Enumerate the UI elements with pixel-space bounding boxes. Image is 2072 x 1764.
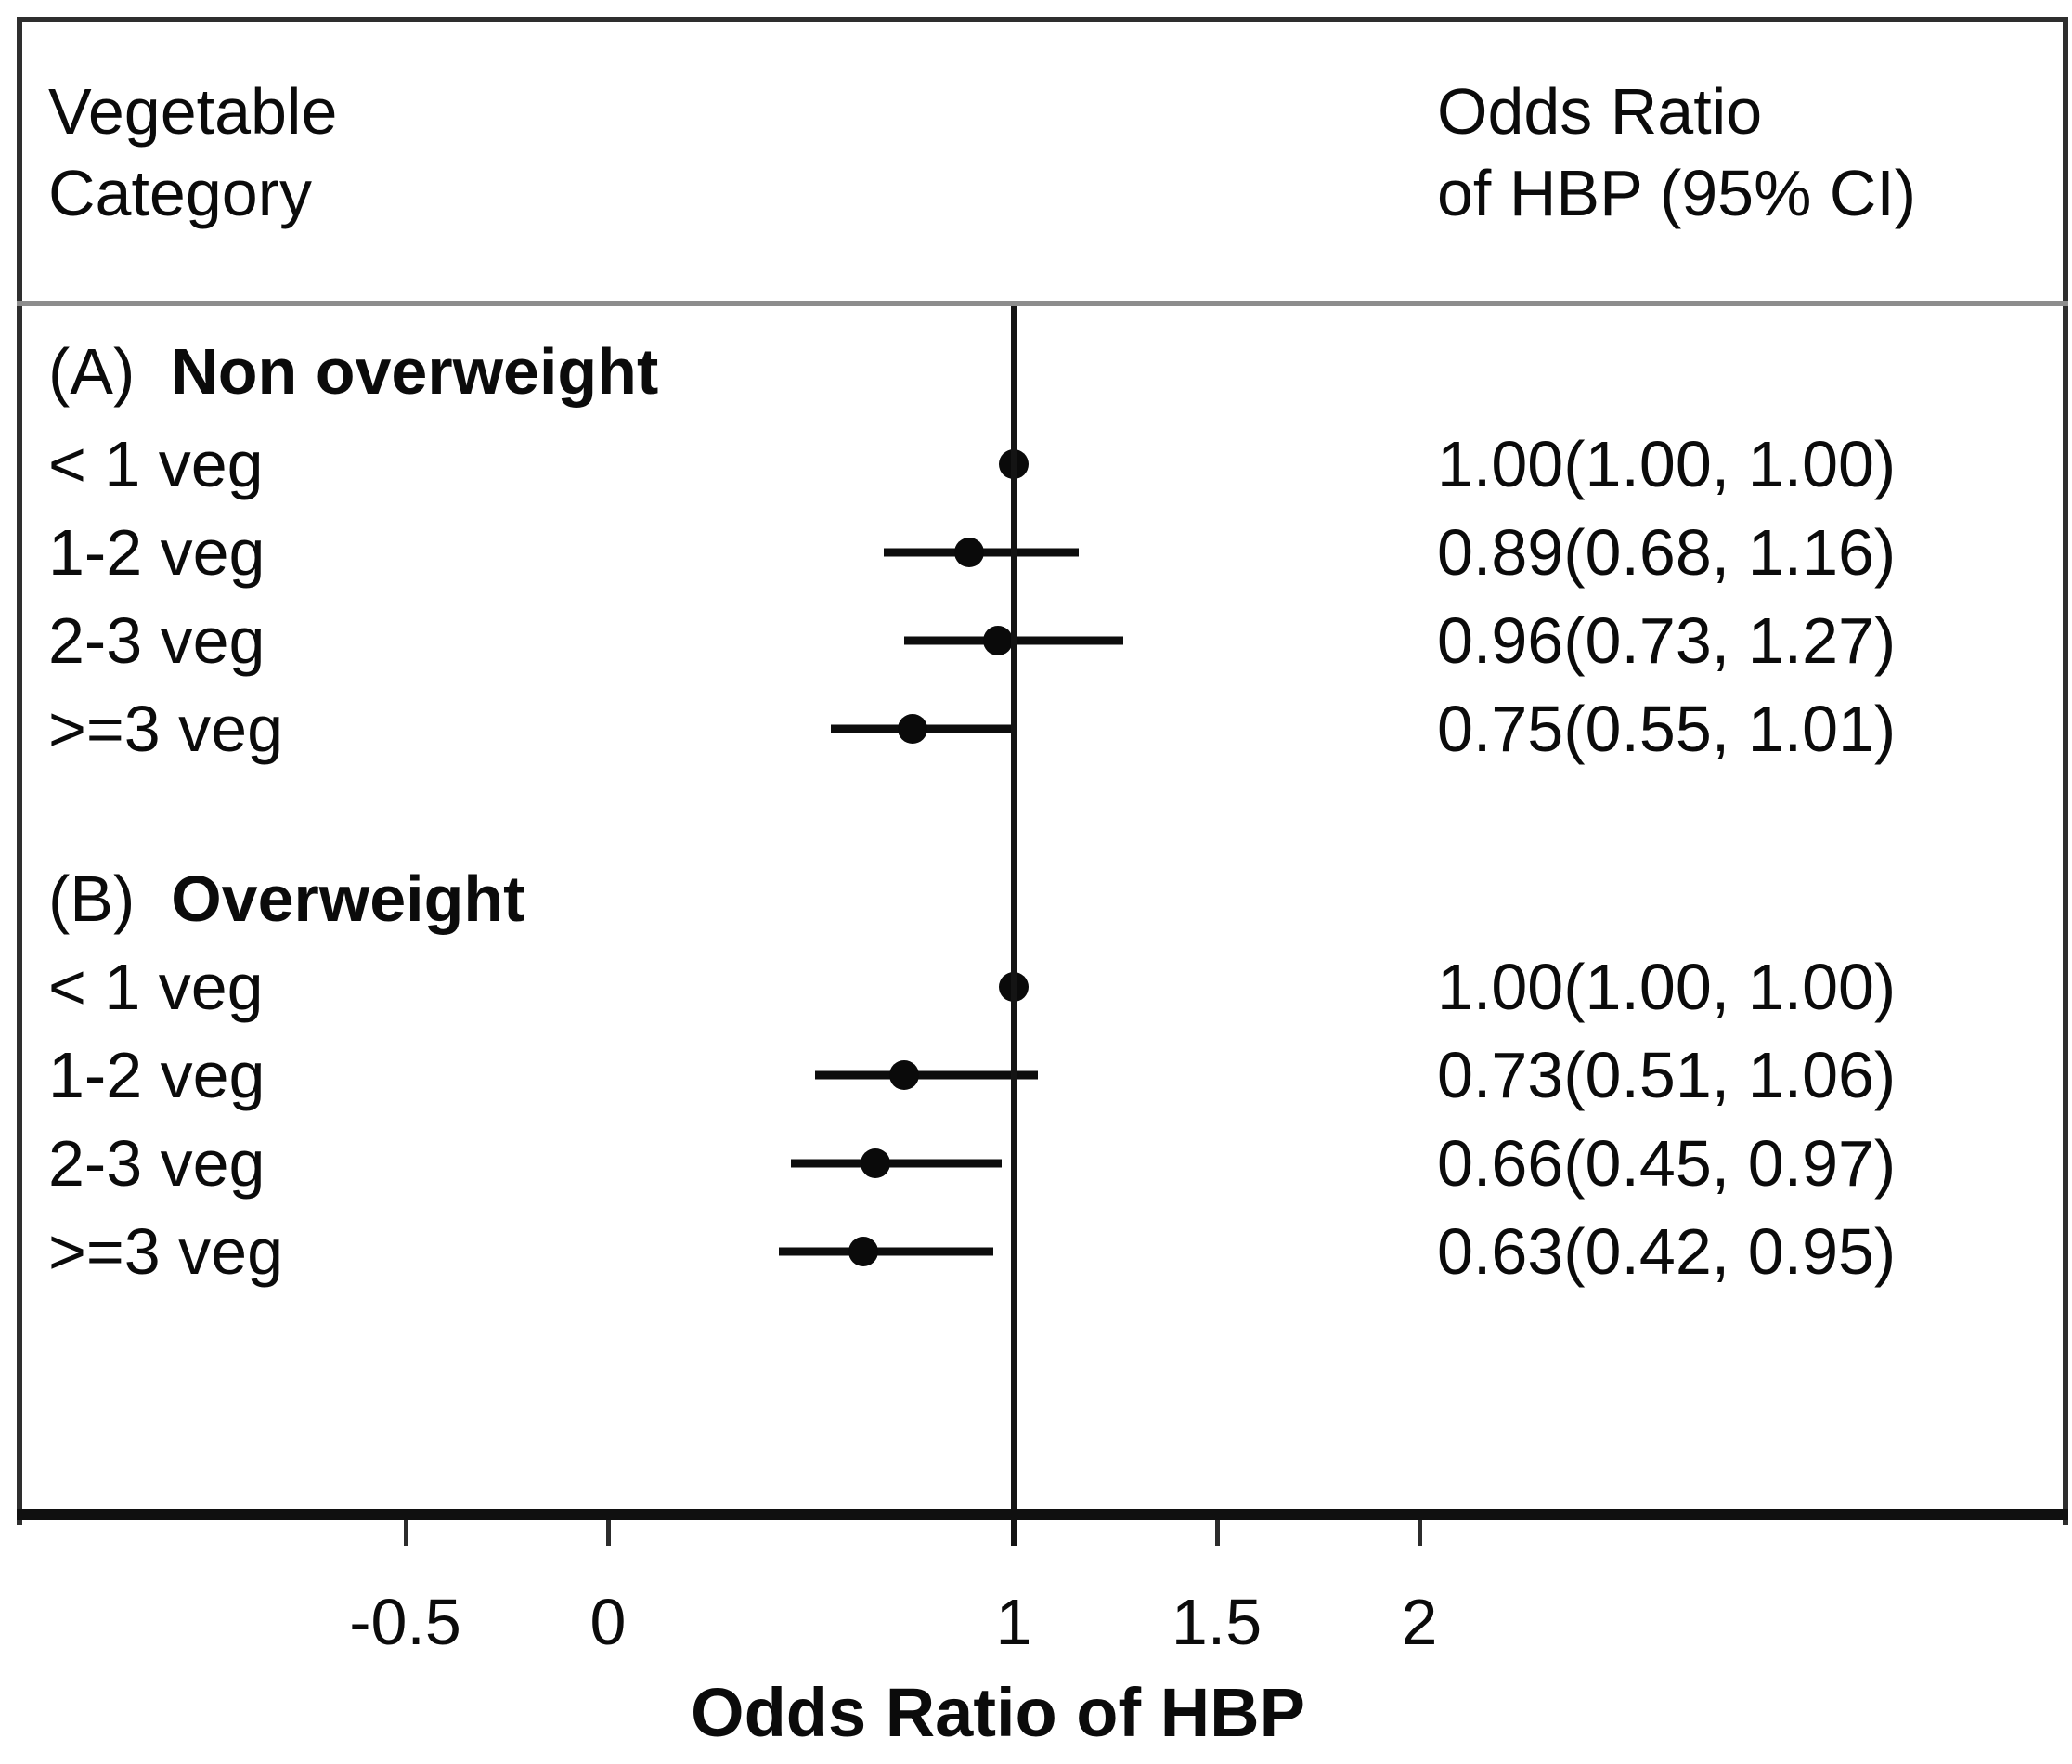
row-category-label: < 1 veg	[48, 951, 264, 1023]
odds-ratio-value-text: 0.75(0.55, 1.01)	[1437, 693, 1897, 765]
odds-ratio-marker	[953, 538, 984, 567]
row-category-label: < 1 veg	[48, 428, 264, 500]
odds-ratio-value-text: 0.63(0.42, 0.95)	[1437, 1215, 1897, 1288]
x-tick-label--0.5: -0.5	[349, 1586, 461, 1658]
row-category-label: 2-3 veg	[48, 604, 265, 677]
odds-ratio-value-text: 0.89(0.68, 1.16)	[1437, 516, 1897, 589]
row-category-label: 1-2 veg	[48, 1039, 265, 1111]
odds-ratio-marker	[889, 1060, 919, 1090]
odds-ratio-marker	[982, 626, 1013, 655]
odds-ratio-value-text: 0.66(0.45, 0.97)	[1437, 1127, 1897, 1200]
group-name: Overweight	[171, 863, 525, 935]
group-name: Non overweight	[171, 335, 659, 408]
group-title-a: (A) Non overweight	[48, 330, 658, 413]
left-header-line2: Category	[48, 157, 313, 229]
odds-ratio-marker	[861, 1148, 891, 1178]
row-category-label: 2-3 veg	[48, 1127, 265, 1200]
row-category-label: 1-2 veg	[48, 516, 265, 589]
row-category-label: >=3 veg	[48, 1215, 283, 1288]
x-tick-1.5	[1214, 1520, 1220, 1546]
x-axis-line	[17, 1509, 2068, 1520]
group-title-b: (B) Overweight	[48, 857, 524, 940]
x-tick-0	[606, 1520, 611, 1546]
confidence-interval-line	[790, 1159, 1002, 1168]
header-separator-line	[17, 301, 2068, 306]
right-column-header: Odds Ratio of HBP (95% CI)	[1437, 71, 1916, 234]
x-tick-label-0: 0	[589, 1586, 627, 1658]
x-axis-title: Odds Ratio of HBP	[691, 1674, 1305, 1751]
x-tick-label-1: 1	[995, 1586, 1032, 1658]
odds-ratio-value-text: 0.73(0.51, 1.06)	[1437, 1039, 1897, 1111]
odds-ratio-value-text: 1.00(1.00, 1.00)	[1437, 428, 1897, 500]
left-header-line1: Vegetable	[48, 75, 338, 148]
row-category-label: >=3 veg	[48, 693, 283, 765]
odds-ratio-value-text: 0.96(0.73, 1.27)	[1437, 604, 1897, 677]
odds-ratio-marker	[897, 714, 927, 744]
reference-line-or-1	[1011, 306, 1017, 1546]
x-tick-2	[1418, 1520, 1422, 1546]
odds-ratio-value-text: 1.00(1.00, 1.00)	[1437, 951, 1897, 1023]
confidence-interval-line	[778, 1247, 994, 1256]
plot-frame	[17, 17, 2068, 1525]
x-tick--0.5	[403, 1520, 408, 1546]
odds-ratio-marker	[848, 1237, 879, 1266]
x-tick-label-1.5: 1.5	[1171, 1586, 1263, 1658]
left-column-header: Vegetable Category	[48, 71, 337, 234]
x-tick-label-2: 2	[1401, 1586, 1438, 1658]
right-header-line1: Odds Ratio	[1437, 75, 1763, 148]
group-prefix: (A)	[48, 335, 172, 408]
confidence-interval-line	[814, 1070, 1039, 1080]
right-header-line2: of HBP (95% CI)	[1437, 157, 1917, 229]
group-prefix: (B)	[48, 863, 172, 935]
